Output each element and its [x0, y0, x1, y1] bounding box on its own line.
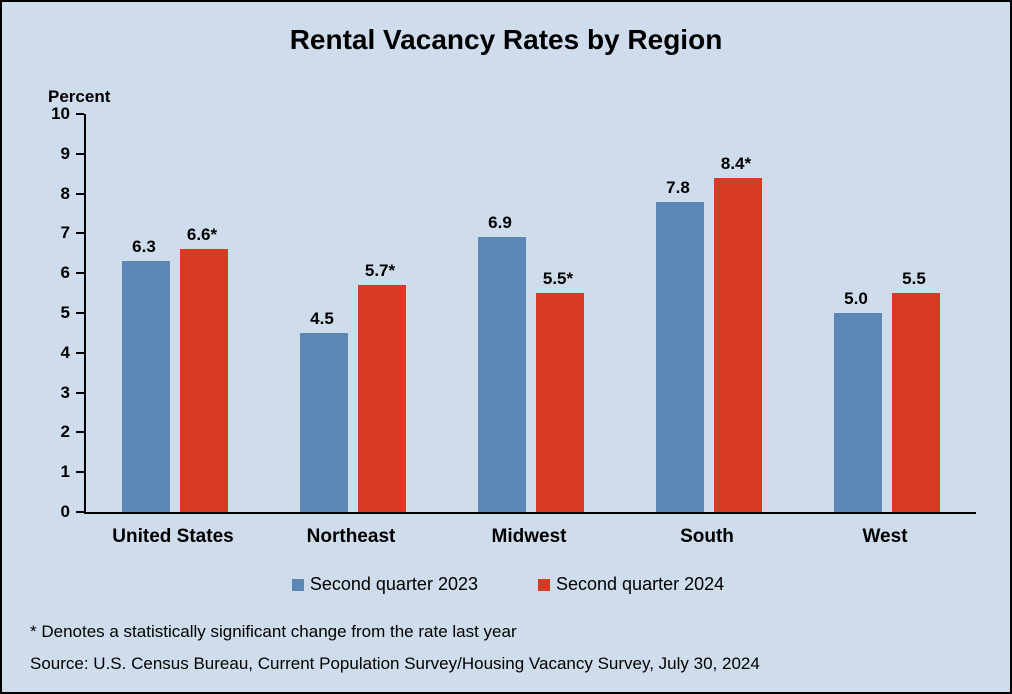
bar-value-label: 5.0 — [844, 289, 868, 309]
y-tick-label: 9 — [40, 144, 70, 164]
bar-value-label: 5.5* — [543, 269, 573, 289]
bar — [122, 261, 170, 512]
bar-value-label: 6.6* — [187, 225, 217, 245]
chart-title: Rental Vacancy Rates by Region — [2, 24, 1010, 56]
bar-value-label: 6.3 — [132, 237, 156, 257]
y-tick-label: 2 — [40, 422, 70, 442]
legend-swatch — [292, 579, 304, 591]
bar — [180, 249, 228, 512]
y-tick-mark — [76, 193, 84, 195]
category-label: South — [680, 526, 734, 548]
bar — [714, 178, 762, 512]
bar-value-label: 7.8 — [666, 178, 690, 198]
bar — [300, 333, 348, 512]
y-tick-mark — [76, 431, 84, 433]
bar-value-label: 4.5 — [310, 309, 334, 329]
chart-container: Rental Vacancy Rates by Region Percent S… — [0, 0, 1012, 694]
legend-label: Second quarter 2024 — [556, 574, 724, 595]
footnote-source: Source: U.S. Census Bureau, Current Popu… — [30, 654, 760, 674]
y-tick-mark — [76, 113, 84, 115]
y-tick-label: 3 — [40, 383, 70, 403]
legend-item: Second quarter 2023 — [292, 574, 478, 595]
legend-item: Second quarter 2024 — [538, 574, 724, 595]
bar-value-label: 5.7* — [365, 261, 395, 281]
y-tick-mark — [76, 352, 84, 354]
y-tick-label: 4 — [40, 343, 70, 363]
legend-swatch — [538, 579, 550, 591]
bar-value-label: 6.9 — [488, 213, 512, 233]
y-tick-mark — [76, 312, 84, 314]
y-tick-label: 6 — [40, 263, 70, 283]
category-label: West — [862, 526, 907, 548]
y-tick-label: 10 — [40, 104, 70, 124]
legend-label: Second quarter 2023 — [310, 574, 478, 595]
y-tick-mark — [76, 272, 84, 274]
category-label: Midwest — [492, 526, 567, 548]
bar-value-label: 8.4* — [721, 154, 751, 174]
y-tick-label: 0 — [40, 502, 70, 522]
y-tick-mark — [76, 511, 84, 513]
y-tick-label: 8 — [40, 184, 70, 204]
bar-value-label: 5.5 — [902, 269, 926, 289]
y-tick-mark — [76, 153, 84, 155]
bar — [358, 285, 406, 512]
y-tick-mark — [76, 392, 84, 394]
y-tick-mark — [76, 232, 84, 234]
plot-area — [84, 114, 976, 514]
category-label: United States — [112, 526, 233, 548]
footnote-significance: * Denotes a statistically significant ch… — [30, 622, 517, 642]
bar — [536, 293, 584, 512]
bar — [892, 293, 940, 512]
y-tick-label: 5 — [40, 303, 70, 323]
legend: Second quarter 2023 Second quarter 2024 — [2, 574, 1012, 595]
category-label: Northeast — [307, 526, 396, 548]
bar — [834, 313, 882, 512]
bar — [656, 202, 704, 512]
y-tick-label: 7 — [40, 223, 70, 243]
bar — [478, 237, 526, 512]
y-tick-label: 1 — [40, 462, 70, 482]
y-tick-mark — [76, 471, 84, 473]
